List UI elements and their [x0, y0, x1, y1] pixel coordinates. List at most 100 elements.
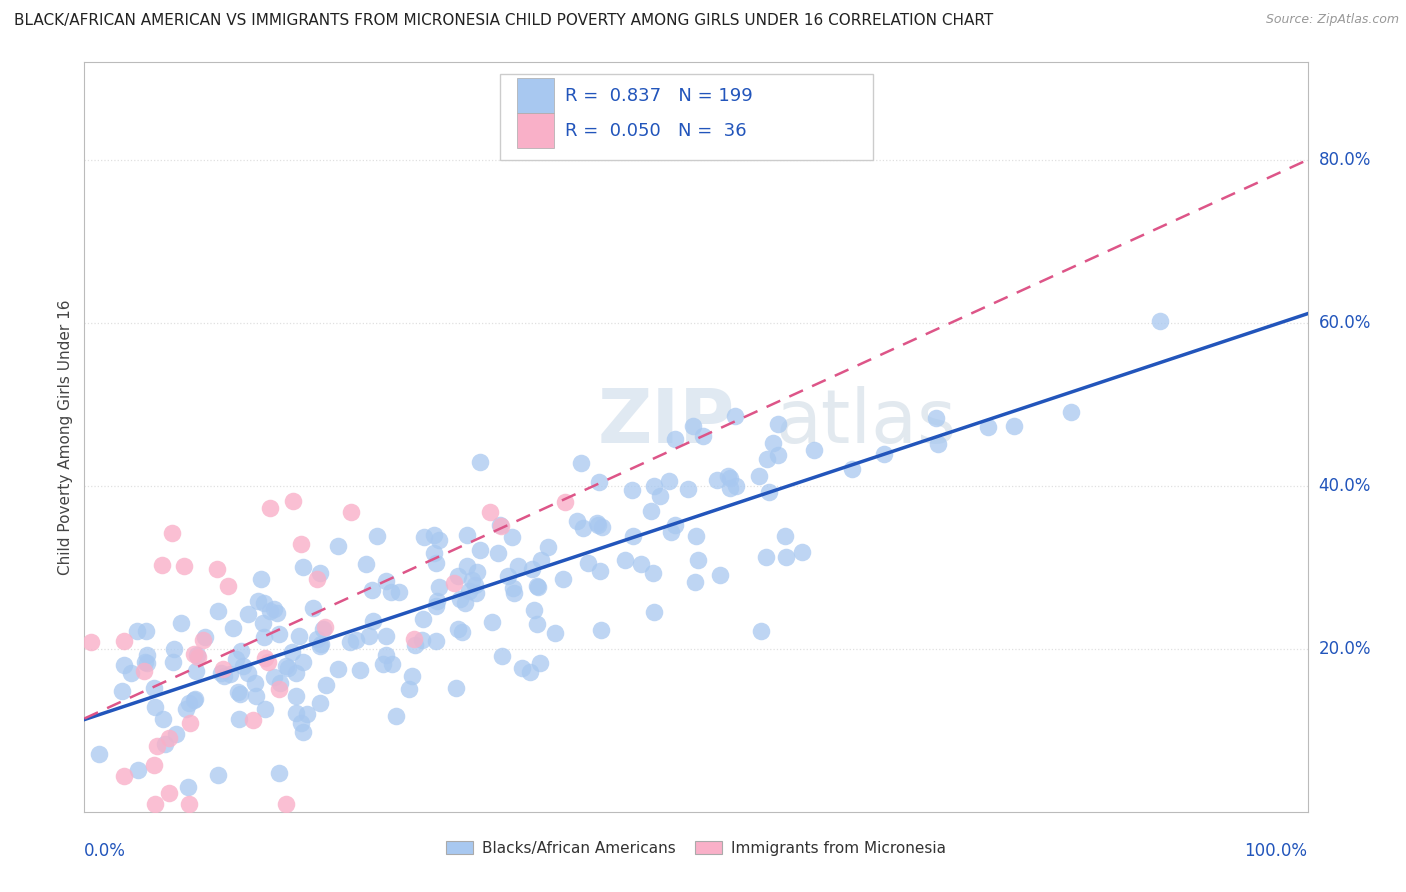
Point	[184, 691, 207, 706]
Point	[685, 529, 707, 543]
Point	[623, 529, 645, 543]
Point	[508, 558, 530, 573]
Point	[349, 663, 371, 677]
Point	[718, 470, 741, 484]
Point	[326, 662, 349, 676]
Point	[404, 632, 426, 647]
Point	[766, 417, 789, 431]
Point	[1149, 314, 1171, 328]
Point	[423, 546, 446, 560]
Point	[281, 494, 304, 508]
Point	[530, 553, 553, 567]
Point	[543, 625, 565, 640]
Point	[709, 568, 731, 582]
Point	[461, 573, 484, 587]
Point	[456, 528, 478, 542]
Point	[284, 665, 307, 680]
FancyBboxPatch shape	[517, 112, 554, 148]
Point	[676, 482, 699, 496]
Point	[288, 629, 311, 643]
Point	[170, 616, 193, 631]
Point	[613, 553, 636, 567]
Legend: Blacks/African Americans, Immigrants from Micronesia: Blacks/African Americans, Immigrants fro…	[441, 836, 950, 860]
Point	[308, 696, 330, 710]
Point	[686, 553, 709, 567]
Point	[526, 580, 548, 594]
Point	[314, 620, 336, 634]
Point	[305, 572, 328, 586]
Point	[411, 633, 433, 648]
Point	[165, 727, 187, 741]
Point	[692, 429, 714, 443]
Point	[253, 630, 276, 644]
Point	[443, 576, 465, 591]
Point	[775, 550, 797, 565]
Point	[384, 709, 406, 723]
Point	[643, 566, 665, 580]
Point	[242, 713, 264, 727]
Point	[388, 585, 411, 599]
Point	[177, 780, 200, 795]
Point	[643, 605, 665, 619]
Point	[790, 545, 813, 559]
Point	[285, 689, 308, 703]
Point	[111, 684, 134, 698]
Point	[135, 648, 157, 662]
Point	[447, 623, 470, 637]
Point	[526, 617, 548, 632]
Point	[183, 647, 205, 661]
Point	[925, 411, 948, 425]
Text: R =  0.837   N = 199: R = 0.837 N = 199	[565, 87, 752, 105]
Point	[773, 528, 796, 542]
Point	[588, 565, 610, 579]
Point	[309, 637, 332, 651]
Point	[873, 447, 896, 461]
Point	[404, 638, 426, 652]
Point	[183, 693, 205, 707]
Point	[302, 601, 325, 615]
Point	[465, 565, 488, 579]
Point	[648, 489, 671, 503]
Point	[363, 614, 385, 628]
Point	[152, 712, 174, 726]
Point	[841, 462, 863, 476]
Point	[236, 607, 259, 622]
Point	[238, 665, 260, 680]
Point	[222, 621, 245, 635]
Point	[755, 549, 778, 564]
Point	[486, 546, 509, 560]
Point	[259, 501, 281, 516]
Point	[135, 624, 157, 638]
Point	[225, 651, 247, 665]
Point	[526, 579, 548, 593]
Point	[246, 594, 269, 608]
Text: 0.0%: 0.0%	[84, 842, 127, 860]
Point	[659, 525, 682, 540]
Point	[328, 540, 350, 554]
Text: ZIP: ZIP	[598, 385, 735, 458]
Text: Source: ZipAtlas.com: Source: ZipAtlas.com	[1265, 13, 1399, 27]
Point	[706, 474, 728, 488]
Point	[537, 540, 560, 554]
Point	[173, 559, 195, 574]
Point	[640, 504, 662, 518]
Point	[344, 633, 367, 648]
Point	[356, 558, 378, 572]
Point	[449, 592, 471, 607]
Point	[685, 575, 707, 590]
Point	[285, 706, 308, 720]
Point	[112, 769, 135, 783]
Point	[228, 712, 250, 726]
Point	[269, 627, 291, 641]
Point	[454, 596, 477, 610]
Point	[586, 516, 609, 531]
Point	[718, 481, 741, 495]
Point	[253, 596, 276, 610]
Point	[664, 518, 686, 533]
Point	[766, 448, 789, 462]
Point	[250, 572, 273, 586]
Point	[179, 797, 201, 811]
Point	[554, 495, 576, 509]
Point	[339, 635, 361, 649]
Point	[162, 655, 184, 669]
